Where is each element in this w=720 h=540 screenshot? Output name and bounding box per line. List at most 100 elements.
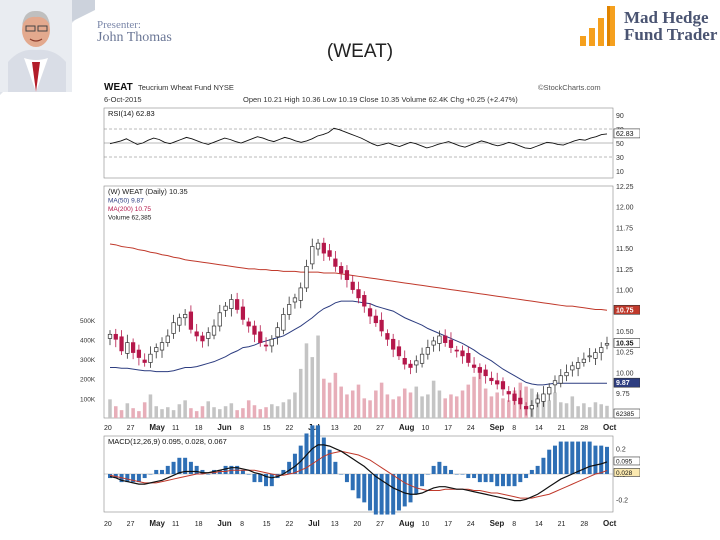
candle-down [252, 325, 257, 335]
macd-tick-label: -0.2 [616, 497, 628, 504]
price-tick-label: 9.75 [616, 391, 630, 398]
macd-histogram-bar [564, 441, 569, 474]
macd-histogram-bar [188, 461, 193, 474]
volume-bar [258, 409, 263, 418]
volume-bar [304, 343, 309, 418]
macd-histogram-bar [495, 474, 500, 487]
volume-tick-label: 200K [80, 377, 96, 384]
candle-down [489, 377, 494, 382]
macd-histogram-bar [605, 446, 609, 474]
volume-bar [171, 410, 176, 418]
candle-down [350, 281, 355, 290]
candle-up [315, 242, 321, 250]
candle-up [604, 343, 610, 346]
macd-value-label: 0.028 [616, 470, 633, 477]
macd-histogram-bar [287, 461, 292, 474]
volume-bar [350, 390, 355, 418]
volume-bar [558, 402, 563, 418]
x-tick-label: 8 [240, 425, 244, 432]
macd-histogram-bar [414, 474, 419, 495]
macd-histogram-bar [154, 469, 159, 474]
macd-histogram-bar [431, 465, 436, 474]
candle-down [136, 349, 142, 358]
x-tick-label: 22 [285, 521, 293, 528]
candle-down [367, 308, 373, 317]
candle-down [130, 342, 136, 353]
candle-down [471, 364, 477, 368]
candle-down [235, 299, 240, 310]
macd-histogram-bar [425, 474, 430, 475]
volume-tick-label: 500K [80, 318, 96, 325]
x-tick-label: Jun [217, 519, 231, 528]
candle-up [159, 342, 165, 351]
candle-up [177, 317, 182, 326]
candle-up [292, 297, 298, 303]
macd-histogram-bar [148, 474, 153, 475]
volume-bar [587, 407, 592, 418]
macd-histogram-bar [142, 474, 147, 479]
x-tick-label: 24 [467, 425, 475, 432]
candle-up [552, 380, 558, 386]
macd-histogram-bar [223, 465, 228, 474]
x-tick-label: 14 [535, 425, 543, 432]
rsi-value-label: 62.83 [616, 131, 634, 138]
volume-bar [391, 399, 395, 418]
candle-down [327, 250, 332, 257]
candle-up [125, 342, 130, 354]
x-tick-label: 11 [172, 521, 179, 528]
volume-bar [385, 394, 390, 418]
rsi-tick-label: 90 [616, 113, 624, 120]
volume-bar [466, 384, 471, 418]
price-panel: 12.25 12.00 11.75 11.50 11.25 11.00 10.75 10.50… [80, 184, 641, 419]
x-tick-label: May [149, 423, 165, 432]
macd-histogram-bar [466, 474, 471, 479]
macd-line [109, 444, 608, 502]
volume-bar [131, 408, 135, 418]
candle-down [263, 344, 269, 347]
volume-bar [166, 407, 170, 418]
x-tick-label: Aug [399, 423, 415, 432]
volume-bar [582, 403, 586, 418]
candle-up [148, 353, 153, 363]
rsi-tick-label: 50 [616, 141, 624, 148]
volume-bar [154, 406, 159, 418]
candle-up [419, 353, 425, 364]
volume-tick-label: 100K [80, 396, 96, 403]
macd-histogram-bar [316, 425, 321, 474]
macd-histogram-bar [391, 474, 396, 515]
candle-down [188, 311, 194, 330]
x-tick-label: 13 [331, 425, 339, 432]
x-tick-label: 18 [195, 425, 203, 432]
x-tick-label: 28 [580, 521, 588, 528]
volume-bar [472, 376, 476, 418]
x-tick-label: May [149, 519, 165, 528]
volume-bar [483, 388, 488, 418]
candle-down [344, 270, 350, 280]
presenter-role: Presenter: [97, 19, 141, 31]
candle-up [541, 393, 546, 402]
macd-histogram-bar [385, 474, 390, 515]
x-tick-label: 27 [127, 521, 135, 528]
x-tick-label: Sep [490, 519, 505, 528]
volume-bar [397, 396, 401, 418]
volume-bar [570, 396, 575, 418]
macd-histogram-bar [408, 474, 413, 503]
macd-signal-line [109, 450, 608, 499]
candle-down [391, 338, 396, 350]
macd-histogram-bar [240, 469, 245, 474]
x-tick-label: 22 [285, 425, 293, 432]
candle-up [165, 335, 170, 343]
candle-up [570, 365, 575, 371]
slide-title: (WEAT) [326, 41, 394, 62]
macd-histogram-bar [206, 474, 211, 475]
volume-bar [189, 408, 193, 418]
macd-histogram-bar [200, 469, 205, 474]
macd-histogram-bar [373, 474, 378, 515]
macd-histogram-bar [396, 474, 401, 511]
candle-down [402, 357, 407, 365]
x-tick-label: 18 [195, 521, 203, 528]
x-tick-label: Aug [399, 519, 415, 528]
candle-down [523, 406, 529, 410]
volume-bar [379, 382, 384, 418]
volume-bar [183, 400, 187, 418]
